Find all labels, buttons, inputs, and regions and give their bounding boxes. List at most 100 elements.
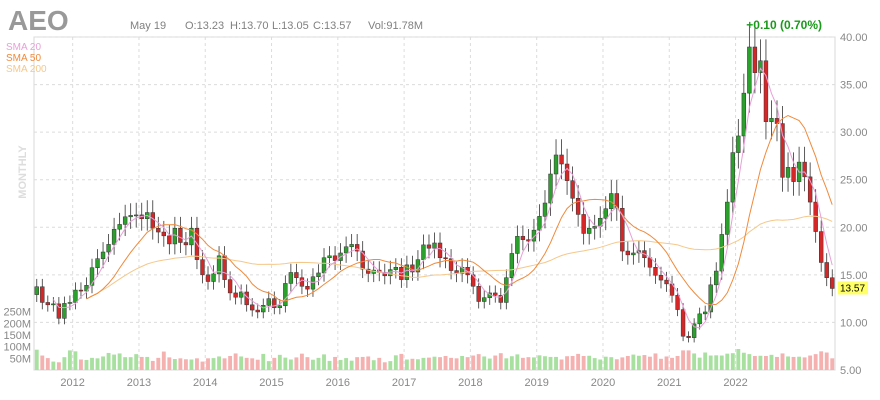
- volume-bar: [338, 359, 343, 370]
- candle-body: [233, 292, 238, 298]
- volume-bar: [443, 356, 448, 370]
- candle-body: [719, 234, 724, 272]
- candle-body: [470, 274, 476, 287]
- volume-bar: [780, 353, 785, 370]
- candle-body: [200, 259, 205, 276]
- y-tick-label: 40.00: [840, 32, 868, 44]
- candle-body: [421, 244, 426, 260]
- candle-body: [45, 302, 50, 306]
- volume-bar: [708, 355, 713, 370]
- volume-bar: [747, 354, 752, 370]
- sma-lines: [52, 67, 833, 329]
- candle-body: [515, 236, 520, 254]
- candle-body: [658, 275, 664, 281]
- volume-bar: [802, 357, 807, 370]
- candle-body: [620, 208, 625, 252]
- x-tick-label: 2013: [127, 377, 151, 389]
- header-change: +0.10 (0.70%): [746, 18, 822, 32]
- volume-bar: [399, 353, 404, 370]
- volume-bar: [493, 355, 498, 370]
- candle-body: [559, 154, 564, 165]
- candle-body: [807, 176, 813, 203]
- candle-body: [537, 216, 542, 231]
- volume-bar: [327, 360, 332, 370]
- volume-bar: [653, 353, 658, 370]
- legend-sma-200: SMA 200: [6, 64, 47, 75]
- candle-body: [62, 303, 67, 319]
- volume-bar: [101, 356, 105, 370]
- volume-bar: [642, 355, 647, 370]
- candle-body: [167, 235, 172, 245]
- candle-body: [548, 173, 553, 204]
- candle-body: [321, 257, 327, 274]
- volume-bar: [460, 356, 465, 370]
- volume-bar: [824, 352, 829, 370]
- candle-body: [266, 298, 271, 306]
- volume-bar: [631, 354, 636, 370]
- candle-body: [432, 242, 437, 249]
- volume-bar: [758, 355, 763, 370]
- candle-body: [56, 303, 62, 319]
- x-tick-label: 2022: [723, 377, 747, 389]
- candle-body: [830, 277, 835, 289]
- volume-tick-label: 250M: [3, 307, 31, 319]
- volume-bar: [675, 356, 680, 370]
- volume-bar: [255, 359, 260, 370]
- candle-body: [553, 154, 559, 175]
- volume-bar: [432, 356, 437, 370]
- y-tick-label: 5.00: [840, 365, 861, 377]
- volume-bar: [532, 357, 536, 370]
- candle-body: [509, 253, 515, 278]
- volume-bar: [819, 351, 824, 370]
- candle-body: [216, 255, 222, 275]
- candle-body: [714, 270, 719, 286]
- volume-bar: [515, 354, 520, 370]
- volume-bar: [311, 359, 315, 370]
- candle-body: [575, 198, 581, 215]
- x-tick-label: 2018: [458, 377, 482, 389]
- x-tick-label: 2014: [193, 377, 217, 389]
- x-tick-label: 2017: [392, 377, 416, 389]
- candle-body: [680, 309, 686, 337]
- volume-bar: [333, 356, 337, 370]
- volume-bar: [377, 357, 382, 370]
- volume-bar: [427, 357, 431, 370]
- volume-tick-label: 150M: [3, 330, 31, 342]
- candle-body: [730, 152, 735, 203]
- volume-bar: [725, 353, 730, 370]
- candle-body: [802, 161, 807, 178]
- volume-bar: [598, 359, 603, 370]
- volume-bar: [172, 359, 177, 370]
- volume-bar: [112, 354, 117, 370]
- sma-200-line: [86, 215, 833, 300]
- candle-body: [73, 289, 78, 303]
- volume-bar: [752, 356, 757, 370]
- candle-body: [178, 227, 183, 243]
- volume-bar: [62, 357, 67, 370]
- candle-body: [40, 286, 45, 303]
- candle-body: [614, 193, 619, 209]
- volume-bar: [305, 357, 310, 370]
- volume-bar: [636, 355, 641, 370]
- volume-bar: [421, 357, 426, 370]
- x-axis-labels: 2012 2013 2014 2015 2016 2017 2018 2019 2020 2021…: [60, 377, 747, 389]
- header-date: May 19: [130, 20, 166, 32]
- volume-tick-label: 100M: [3, 342, 31, 354]
- volume-bar: [393, 355, 398, 370]
- volume-bar: [504, 358, 509, 370]
- volume-bar: [482, 356, 487, 370]
- candle-body: [343, 246, 349, 254]
- volume-bar: [730, 353, 735, 370]
- sma-50-line: [86, 114, 833, 306]
- volume-bar: [736, 349, 741, 370]
- volume-bar: [554, 356, 558, 370]
- volume-bar: [233, 353, 238, 370]
- volume-bar: [195, 358, 199, 370]
- y-tick-label: 10.00: [840, 317, 868, 329]
- legend-sma-20: SMA 20: [6, 42, 41, 53]
- candle-body: [106, 244, 111, 253]
- volume-bar: [465, 357, 470, 370]
- candle-body: [354, 244, 360, 252]
- volume-bar: [692, 353, 697, 370]
